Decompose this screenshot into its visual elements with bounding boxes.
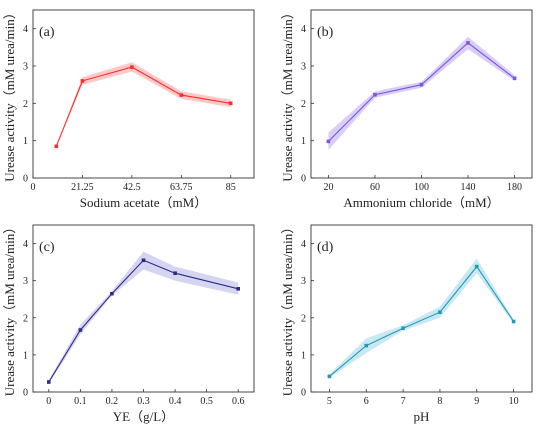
chart-panel-4: 5 6 7 8 9 10 0 1 2 3 4 (d) pH Urease activity（mM urea…	[280, 221, 533, 424]
x-tick-label: 10	[509, 396, 519, 407]
x-axis-label: Sodium acetate（mM）	[80, 195, 207, 210]
y-tick-label: 1	[23, 350, 28, 361]
x-tick-label: 140	[461, 182, 476, 193]
data-point	[326, 139, 331, 144]
y-tick-label: 4	[301, 24, 306, 35]
y-tick-label: 2	[301, 99, 306, 110]
x-tick-label: 0.5	[200, 396, 213, 407]
plot-frame	[32, 9, 255, 179]
data-point	[78, 328, 83, 332]
chart-panel-3: 0 0.1 0.2 0.3 0.4 0.5 0.6 0 1 2 3 4 (c) YE（g/L） Urease…	[2, 221, 255, 424]
y-tick-label: 3	[301, 276, 306, 287]
confidence-band	[329, 258, 514, 378]
data-point	[466, 41, 470, 45]
data-point	[511, 319, 516, 324]
x-tick-label: 42.5	[123, 182, 141, 193]
data-point	[373, 92, 377, 97]
x-tick-label: 8	[437, 396, 442, 407]
y-tick-label: 4	[23, 24, 28, 35]
x-axis-label: Ammonium chloride（mM）	[343, 195, 499, 210]
x-tick-label: 100	[414, 182, 429, 193]
x-tick-label: 7	[401, 396, 406, 407]
data-point	[512, 76, 517, 81]
x-tick-label: 5	[327, 396, 332, 407]
panel-label: (d)	[317, 240, 334, 255]
x-tick-label: 9	[474, 396, 479, 407]
x-tick-label: 0.4	[169, 396, 182, 407]
y-tick-label: 3	[23, 62, 28, 73]
plot-frame	[32, 224, 255, 393]
y-tick-label: 2	[23, 313, 28, 324]
y-tick-label: 1	[301, 136, 306, 147]
confidence-band	[48, 251, 239, 384]
data-point	[236, 287, 240, 291]
y-tick-label: 3	[23, 276, 28, 287]
x-tick-label: 21.25	[71, 182, 94, 193]
y-tick-label: 2	[301, 313, 306, 324]
plot-frame	[310, 9, 533, 179]
x-tick-label: 0.2	[106, 396, 119, 407]
data-point	[364, 343, 368, 348]
panel-label: (a)	[39, 25, 55, 40]
panel-label: (c)	[39, 240, 55, 255]
data-point	[47, 380, 51, 384]
data-point	[173, 271, 177, 275]
series-line	[48, 259, 239, 383]
data-point	[130, 65, 134, 69]
y-tick-label: 1	[301, 350, 306, 361]
y-tick-label: 1	[23, 136, 28, 147]
data-point	[54, 144, 59, 149]
x-tick-label: 0	[46, 396, 51, 407]
data-point	[179, 93, 184, 97]
chart-panel-2: 20 60 100 140 180 0 1 2 3 4 (b) Ammonium chloride（m…	[280, 6, 533, 210]
x-tick-label: 60	[370, 182, 380, 193]
data-point	[474, 264, 479, 269]
confidence-band	[56, 62, 231, 147]
y-tick-label: 2	[23, 99, 28, 110]
y-tick-label: 4	[23, 239, 28, 250]
data-point	[419, 82, 424, 87]
plot-frame	[310, 224, 533, 393]
y-axis-label: Urease activity（mM urea/min）	[280, 6, 295, 181]
x-tick-label: 0.3	[137, 396, 150, 407]
chart-panel-1: 0 21.25 42.5 63.75 85 0 1 2 3 4 (a) Sodium acetate（…	[2, 6, 255, 210]
x-tick-label: 0.1	[74, 396, 87, 407]
data-point	[438, 310, 442, 314]
data-point	[80, 79, 85, 83]
y-axis-label: Urease activity（mM urea/min）	[2, 221, 17, 396]
x-tick-label: 0.6	[232, 396, 245, 407]
data-point	[141, 258, 146, 263]
x-axis-label: pH	[414, 409, 430, 424]
x-tick-label: 63.75	[170, 182, 193, 193]
x-tick-label: 180	[507, 182, 522, 193]
y-tick-label: 0	[23, 388, 28, 399]
y-tick-label: 4	[301, 239, 306, 250]
data-point	[228, 101, 233, 106]
confidence-band	[328, 36, 515, 150]
series-line	[329, 265, 515, 377]
panel-label: (b)	[317, 25, 334, 40]
x-tick-label: 85	[226, 182, 236, 193]
x-tick-label: 20	[323, 182, 333, 193]
y-tick-label: 0	[301, 388, 306, 399]
y-axis-label: Urease activity（mM urea/min）	[280, 221, 295, 396]
data-point	[327, 374, 332, 379]
x-tick-label: 6	[364, 396, 369, 407]
x-axis-label: YE（g/L）	[113, 409, 174, 424]
y-tick-label: 0	[301, 174, 306, 185]
data-point	[110, 291, 114, 296]
y-tick-label: 0	[23, 174, 28, 185]
data-point	[401, 326, 405, 330]
y-tick-label: 3	[301, 62, 306, 73]
x-tick-label: 0	[31, 182, 36, 193]
y-axis-label: Urease activity（mM urea/min）	[2, 6, 17, 181]
series-line	[328, 42, 515, 142]
